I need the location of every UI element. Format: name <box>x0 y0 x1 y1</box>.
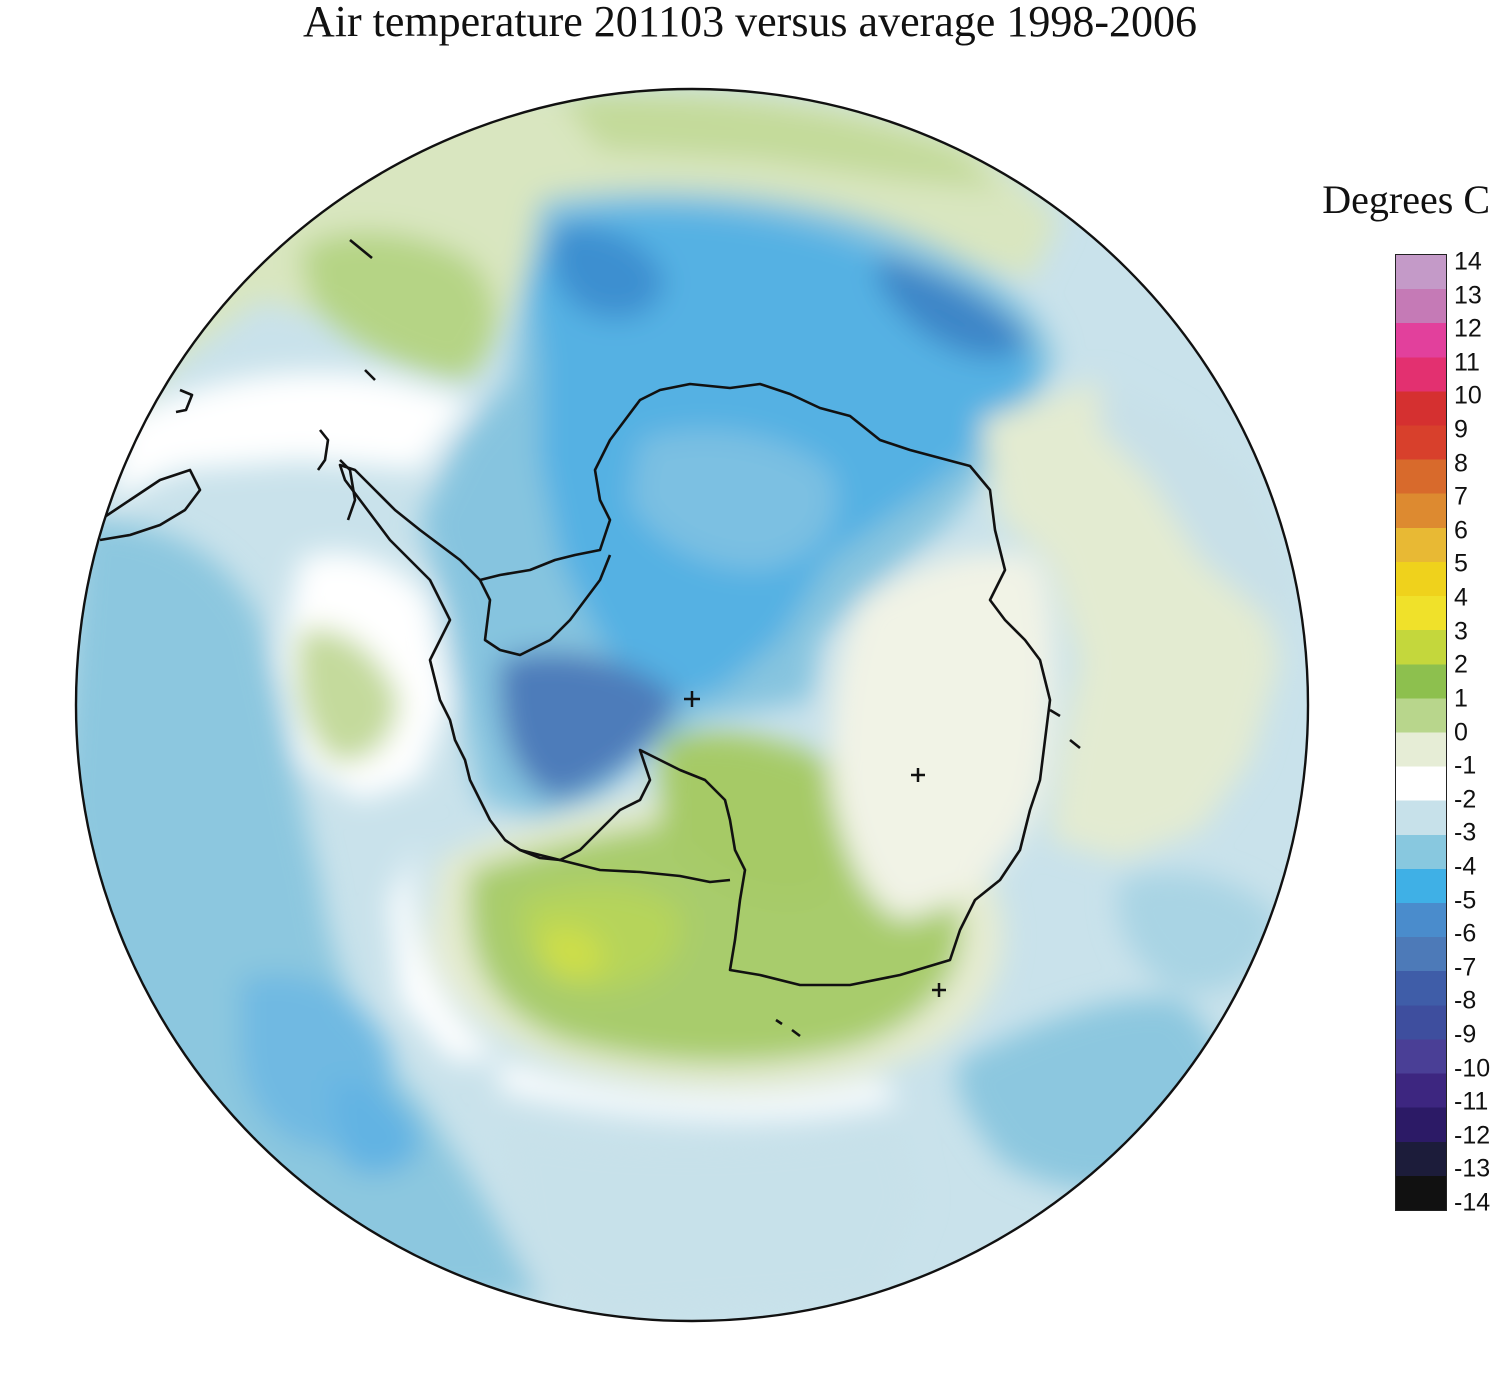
colorbar-tick-label: -2 <box>1454 785 1477 814</box>
colorbar-ticks: 14 13 12 11 10 9 8 7 6 5 4 3 2 1 0 -1 -2 -3 -4 -5 -6 -7 -8 -9 -1… <box>1454 249 1500 1215</box>
colorbar-tick-label: 4 <box>1454 583 1468 612</box>
map-boundary <box>74 87 1310 1323</box>
colorbar-tick-label: 5 <box>1454 549 1468 578</box>
colorbar <box>1395 254 1447 1211</box>
colorbar-tick-label: -5 <box>1454 886 1477 915</box>
colorbar-tick-label: -8 <box>1454 986 1477 1015</box>
colorbar-tick-label: -3 <box>1454 818 1477 847</box>
colorbar-tick-label: -6 <box>1454 919 1477 948</box>
colorbar-tick-label: -14 <box>1454 1188 1491 1217</box>
colorbar-tick-label: 3 <box>1454 617 1468 646</box>
legend-title: Degrees C <box>1322 177 1490 222</box>
colorbar-tick-label: -13 <box>1454 1154 1491 1183</box>
colorbar-tick-label: -9 <box>1454 1020 1477 1049</box>
colorbar-tick-label: 7 <box>1454 482 1468 511</box>
colorbar-tick-label: 12 <box>1454 314 1482 343</box>
colorbar-tick-label: -11 <box>1454 1087 1489 1116</box>
colorbar-tick-label: -12 <box>1454 1121 1491 1150</box>
plus-marker <box>932 983 946 997</box>
colorbar-tick-label: 8 <box>1454 449 1468 478</box>
colorbar-tick-label: 14 <box>1454 247 1482 276</box>
colorbar-tick-label: 6 <box>1454 516 1468 545</box>
colorbar-tick-label: -1 <box>1454 751 1477 780</box>
plus-markers <box>684 691 946 997</box>
map-title: Air temperature 201103 versus average 19… <box>303 0 1197 46</box>
colorbar-tick-label: -10 <box>1454 1054 1491 1083</box>
plus-marker <box>684 691 700 707</box>
coastline <box>99 238 1081 1038</box>
colorbar-tick-label: 0 <box>1454 718 1468 746</box>
colorbar-tick-label: 2 <box>1454 650 1468 679</box>
colorbar-tick-label: 13 <box>1454 281 1482 310</box>
plus-marker <box>911 768 925 782</box>
anomaly-field <box>76 89 1308 1321</box>
colorbar-tick-label: -7 <box>1454 953 1477 982</box>
colorbar-tick-label: -4 <box>1454 852 1477 881</box>
colorbar-tick-label: 1 <box>1454 684 1468 713</box>
colorbar-tick-label: 10 <box>1454 381 1482 410</box>
colorbar-tick-label: 9 <box>1454 415 1468 444</box>
colorbar-tick-label: 11 <box>1454 348 1480 377</box>
